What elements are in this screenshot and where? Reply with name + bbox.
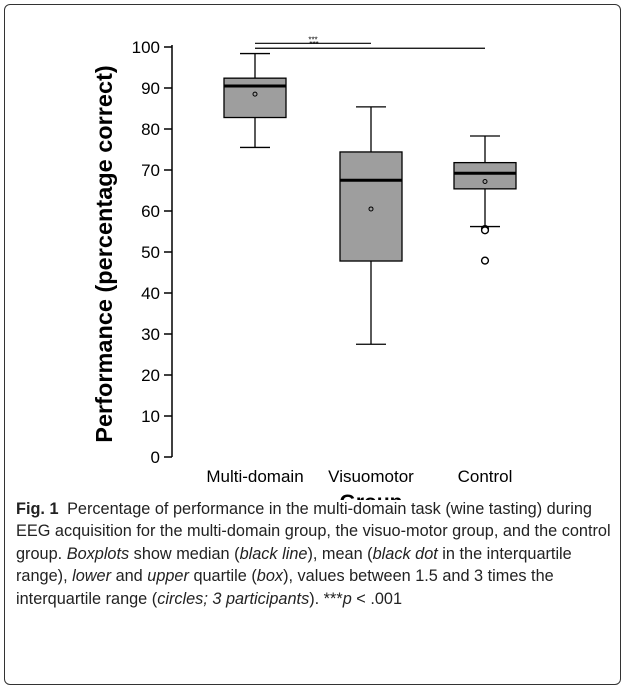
y-tick-label: 0 <box>151 448 160 467</box>
y-tick-label: 100 <box>132 38 160 57</box>
caption-segment: Boxplots <box>66 544 130 563</box>
y-tick-label: 50 <box>141 243 160 262</box>
caption-segment: show median ( <box>129 544 240 563</box>
caption-segment: ), mean ( <box>307 544 373 563</box>
caption-segment: black dot <box>372 544 438 563</box>
caption-segment: quartile ( <box>188 567 257 586</box>
outlier-point <box>480 256 490 265</box>
caption-segment: < .001 <box>351 589 403 608</box>
y-axis-title: Performance (percentage correct) <box>91 65 117 442</box>
y-tick-label: 60 <box>141 202 160 221</box>
caption-segment: in the interquartile range), <box>16 544 572 586</box>
x-category-label: Multi-domain <box>206 467 303 486</box>
y-tick-label: 30 <box>141 325 160 344</box>
figure-label: Fig. 1 <box>16 500 59 518</box>
y-tick-label: 70 <box>141 161 160 180</box>
caption-segment: circles; 3 participants <box>157 589 310 608</box>
y-tick-label: 20 <box>141 366 160 385</box>
caption-segment: Percentage of performance in the multi-d… <box>16 500 611 563</box>
significance-label: *** <box>308 35 317 44</box>
x-category-label: Visuomotor <box>328 467 414 486</box>
iqr-box <box>453 161 517 190</box>
mean-dot <box>482 178 488 184</box>
y-tick-label: 40 <box>141 284 160 303</box>
iqr-box <box>223 77 287 119</box>
figure-caption: Fig. 1 Percentage of performance in the … <box>16 498 616 610</box>
x-category-label: Control <box>458 467 513 486</box>
caption-segment: lower <box>72 567 112 586</box>
mean-dot <box>252 91 258 97</box>
outlier-point <box>480 226 490 235</box>
boxplot-chart: 0 10 20 30 40 50 60 70 80 90 100 Performance (perce… <box>91 35 517 500</box>
y-tick-label: 80 <box>141 120 160 139</box>
caption-segment: p <box>342 589 352 608</box>
caption-segment: ). *** <box>309 589 343 608</box>
y-tick-label: 10 <box>141 407 160 426</box>
caption-segment: ), values between 1.5 and 3 times the in… <box>16 567 554 608</box>
caption-text: Percentage of performance in the multi-d… <box>16 500 611 608</box>
caption-segment: black line <box>239 544 308 563</box>
significance-label: *** <box>309 40 318 49</box>
caption-segment: upper <box>147 567 189 586</box>
figure-frame <box>4 4 621 685</box>
y-tick-label: 90 <box>141 79 160 98</box>
mean-dot <box>368 206 374 212</box>
caption-segment: box <box>256 567 284 586</box>
caption-segment: and <box>111 567 148 586</box>
x-axis-title: Group <box>340 491 403 500</box>
